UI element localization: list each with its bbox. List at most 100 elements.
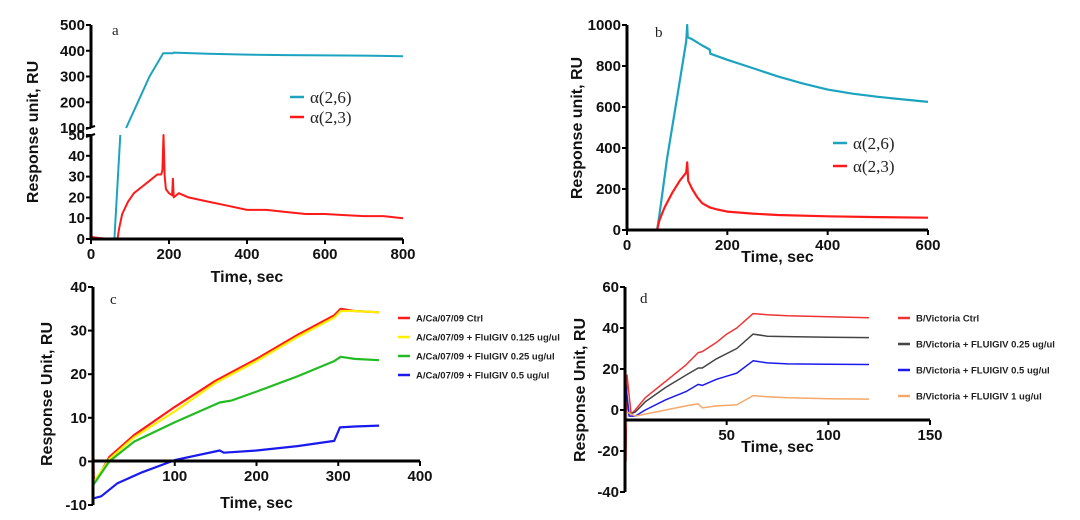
x-tick-label: 600 (312, 246, 337, 263)
x-tick-label: 0 (623, 237, 631, 254)
series-line-1 (627, 23, 929, 232)
legend-item: α(2,6) (290, 88, 351, 107)
y-tick-label: 1000 (588, 17, 621, 34)
y-tick-label: 30 (68, 169, 85, 186)
x-tick-label: 200 (244, 468, 269, 485)
x-axis-label: Time, sec (211, 269, 284, 286)
series-line-1 (624, 312, 870, 463)
series-line-3 (92, 355, 380, 487)
y-tick-label: 400 (60, 43, 85, 60)
y-axis-label: Response Unit, RU (572, 318, 589, 462)
x-tick-label: 50 (718, 427, 735, 444)
y-tick-label: 400 (596, 140, 621, 157)
legend-label: B/Victoria + FLUIGIV 0.5 ug/ul (916, 366, 1050, 377)
y-tick-label: 50 (68, 127, 85, 144)
legend-item: B/Victoria + FLUIGIV 0.5 ug/ul (898, 366, 1050, 377)
y-tick-label: 40 (602, 320, 619, 337)
legend: α(2,6) α(2,3) (833, 134, 894, 176)
series-line-4 (92, 424, 380, 500)
x-tick-label: 200 (715, 237, 740, 254)
series-line-3 (624, 360, 870, 417)
y-tick-label: 20 (602, 361, 619, 378)
x-tick-label: 100 (162, 468, 187, 485)
y-tick-label: -40 (597, 484, 619, 501)
series-line-2 (642, 161, 929, 232)
x-axis-label: Time, sec (220, 495, 293, 512)
series-line-2 (92, 309, 380, 484)
legend-label: A/Ca/07/09 + FluIGIV 0.5 ug/ul (416, 371, 549, 382)
y-tick-label: 20 (68, 189, 85, 206)
series-line-2-seg-1 (90, 134, 404, 240)
legend-label: α(2,6) (310, 88, 351, 107)
panel-label: b (655, 25, 663, 41)
x-tick-label: 200 (156, 246, 181, 263)
y-tick-label: -20 (597, 443, 619, 460)
panel-b: 0 200 400 600 0 200 400 600 800 1000 Time, sec Resp… (569, 17, 941, 266)
y-tick-label: 300 (60, 69, 85, 86)
x-tick-label: 800 (390, 246, 415, 263)
x-tick-label: 150 (917, 427, 942, 444)
x-axis-label: Time, sec (741, 249, 814, 266)
series-line-2 (624, 333, 870, 415)
panel-c: 100 200 300 400 -10 0 10 20 30 40 Time, sec Respons… (39, 279, 560, 514)
x-tick-label: 600 (915, 237, 940, 254)
legend: α(2,6)α(2,3) (290, 88, 351, 127)
y-axis-label: Response Unit, RU (39, 322, 56, 466)
y-tick-label: 10 (68, 210, 85, 227)
legend-item: α(2,3) (833, 157, 894, 176)
series-line-1-seg-2 (125, 51, 404, 129)
y-tick-label: 600 (596, 99, 621, 116)
legend-item: B/Victoria + FLUIGIV 0.25 ug/ul (898, 340, 1055, 351)
legend-label: A/Ca/07/09 + FluIGIV 0.125 ug/ul (416, 333, 560, 344)
axes (85, 25, 403, 241)
series-line-1 (91, 307, 380, 480)
legend-label: A/Ca/07/09 + FluIGIV 0.25 ug/ul (416, 352, 555, 363)
legend: B/Victoria Ctrl B/Victoria + FLUIGIV 0.25… (898, 314, 1055, 403)
series-line-4 (624, 394, 870, 441)
panel-label: a (112, 23, 119, 39)
series-line-1-seg-1 (91, 134, 122, 240)
legend-item: A/Ca/07/09 + FluIGIV 0.25 ug/ul (398, 352, 555, 363)
legend-item: α(2,3) (290, 108, 351, 127)
y-tick-label: 40 (68, 148, 85, 165)
legend-label: α(2,3) (853, 157, 894, 176)
panel-label: d (640, 291, 648, 307)
y-tick-label: 200 (60, 94, 85, 111)
y-tick-label: 10 (70, 410, 87, 427)
legend-item: A/Ca/07/09 + FluIGIV 0.5 ug/ul (398, 371, 549, 382)
y-tick-label: 800 (596, 58, 621, 75)
panel-d: 50 100 150 -40 -20 0 20 40 60 Time, sec Response U… (572, 279, 1055, 501)
axes (623, 287, 930, 492)
y-tick-label: -10 (65, 497, 87, 514)
y-tick-label: 60 (602, 279, 619, 296)
y-tick-label: 200 (596, 181, 621, 198)
axes (625, 25, 928, 232)
y-tick-label: 500 (60, 17, 85, 34)
x-tick-label: 400 (234, 246, 259, 263)
y-axis-label: Response unit, RU (569, 57, 586, 199)
legend-item: B/Victoria + FLUIGIV 1 ug/ul (898, 392, 1042, 403)
y-axis-label: Response unit, RU (25, 61, 42, 203)
y-tick-label: 20 (70, 366, 87, 383)
x-tick-label: 100 (816, 427, 841, 444)
y-tick-label: 30 (70, 323, 87, 340)
x-axis-label: Time, sec (741, 439, 814, 456)
legend-item: α(2,6) (833, 134, 894, 153)
y-tick-label: 100 (60, 120, 85, 137)
legend-item: A/Ca/07/09 Ctrl (398, 314, 483, 325)
legend-label: α(2,3) (310, 108, 351, 127)
y-tick-label: 40 (70, 279, 87, 296)
legend-label: B/Victoria + FLUIGIV 0.25 ug/ul (916, 340, 1055, 351)
y-tick-label: 0 (611, 402, 619, 419)
legend-item: A/Ca/07/09 + FluIGIV 0.125 ug/ul (398, 333, 560, 344)
x-tick-label: 0 (87, 246, 95, 263)
legend-label: A/Ca/07/09 Ctrl (416, 314, 483, 325)
y-tick-label: 0 (79, 453, 87, 470)
x-tick-label: 400 (407, 468, 432, 485)
legend-label: α(2,6) (853, 134, 894, 153)
panel-label: c (110, 292, 117, 308)
y-tick-label: 0 (77, 231, 85, 248)
x-tick-label: 400 (815, 237, 840, 254)
